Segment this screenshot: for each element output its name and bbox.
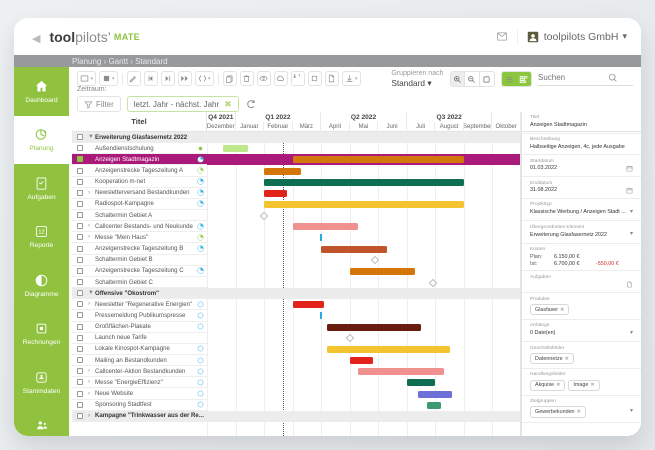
svg-text:12: 12 <box>38 230 44 236</box>
